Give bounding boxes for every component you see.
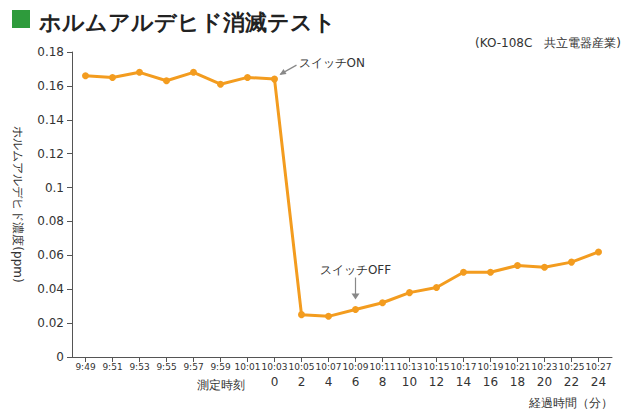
svg-text:0.06: 0.06 (37, 248, 64, 262)
svg-text:10:17: 10:17 (451, 362, 477, 372)
svg-text:0.16: 0.16 (37, 79, 64, 93)
svg-text:6: 6 (352, 375, 360, 389)
svg-text:0.12: 0.12 (37, 147, 64, 161)
svg-text:0.02: 0.02 (37, 316, 64, 330)
svg-text:経過時間（分）: 経過時間（分） (528, 396, 613, 410)
svg-text:9:51: 9:51 (102, 362, 122, 372)
svg-text:0.04: 0.04 (37, 282, 64, 296)
svg-text:ホルムアルデヒド濃度(ppm): ホルムアルデヒド濃度(ppm) (11, 126, 25, 282)
svg-text:ホルムアルデヒド消滅テスト: ホルムアルデヒド消滅テスト (38, 10, 336, 35)
svg-text:20: 20 (537, 375, 552, 389)
svg-text:10:27: 10:27 (586, 362, 612, 372)
svg-text:12: 12 (429, 375, 444, 389)
svg-text:10:13: 10:13 (397, 362, 423, 372)
svg-text:10:25: 10:25 (559, 362, 585, 372)
svg-text:10:03: 10:03 (262, 362, 288, 372)
svg-text:0.1: 0.1 (45, 181, 64, 195)
svg-text:0.18: 0.18 (37, 45, 64, 59)
svg-text:9:49: 9:49 (75, 362, 95, 372)
svg-text:10:09: 10:09 (343, 362, 369, 372)
svg-text:10:23: 10:23 (532, 362, 558, 372)
svg-text:スイッチOFF: スイッチOFF (320, 263, 391, 277)
svg-text:10:05: 10:05 (289, 362, 315, 372)
svg-text:24: 24 (591, 375, 606, 389)
svg-text:0: 0 (56, 350, 64, 364)
svg-text:9:57: 9:57 (183, 362, 203, 372)
svg-text:(KO-108C 共立電器産業): (KO-108C 共立電器産業) (475, 36, 621, 50)
svg-text:10:11: 10:11 (370, 362, 396, 372)
svg-text:4: 4 (325, 375, 333, 389)
svg-text:10:21: 10:21 (505, 362, 531, 372)
svg-text:測定時刻: 測定時刻 (197, 378, 245, 392)
svg-text:10: 10 (402, 375, 417, 389)
svg-text:10:15: 10:15 (424, 362, 450, 372)
svg-text:9:55: 9:55 (156, 362, 176, 372)
svg-text:0.08: 0.08 (37, 214, 64, 228)
svg-text:16: 16 (483, 375, 498, 389)
svg-text:0.14: 0.14 (37, 113, 64, 127)
svg-text:14: 14 (456, 375, 471, 389)
svg-text:18: 18 (510, 375, 525, 389)
svg-text:0: 0 (271, 375, 279, 389)
svg-text:2: 2 (298, 375, 306, 389)
svg-text:10:19: 10:19 (478, 362, 504, 372)
svg-text:9:53: 9:53 (129, 362, 149, 372)
svg-text:8: 8 (379, 375, 387, 389)
svg-text:10:01: 10:01 (235, 362, 261, 372)
svg-text:9:59: 9:59 (210, 362, 230, 372)
svg-text:スイッチON: スイッチON (299, 56, 365, 70)
svg-text:22: 22 (564, 375, 579, 389)
svg-text:10:07: 10:07 (316, 362, 342, 372)
